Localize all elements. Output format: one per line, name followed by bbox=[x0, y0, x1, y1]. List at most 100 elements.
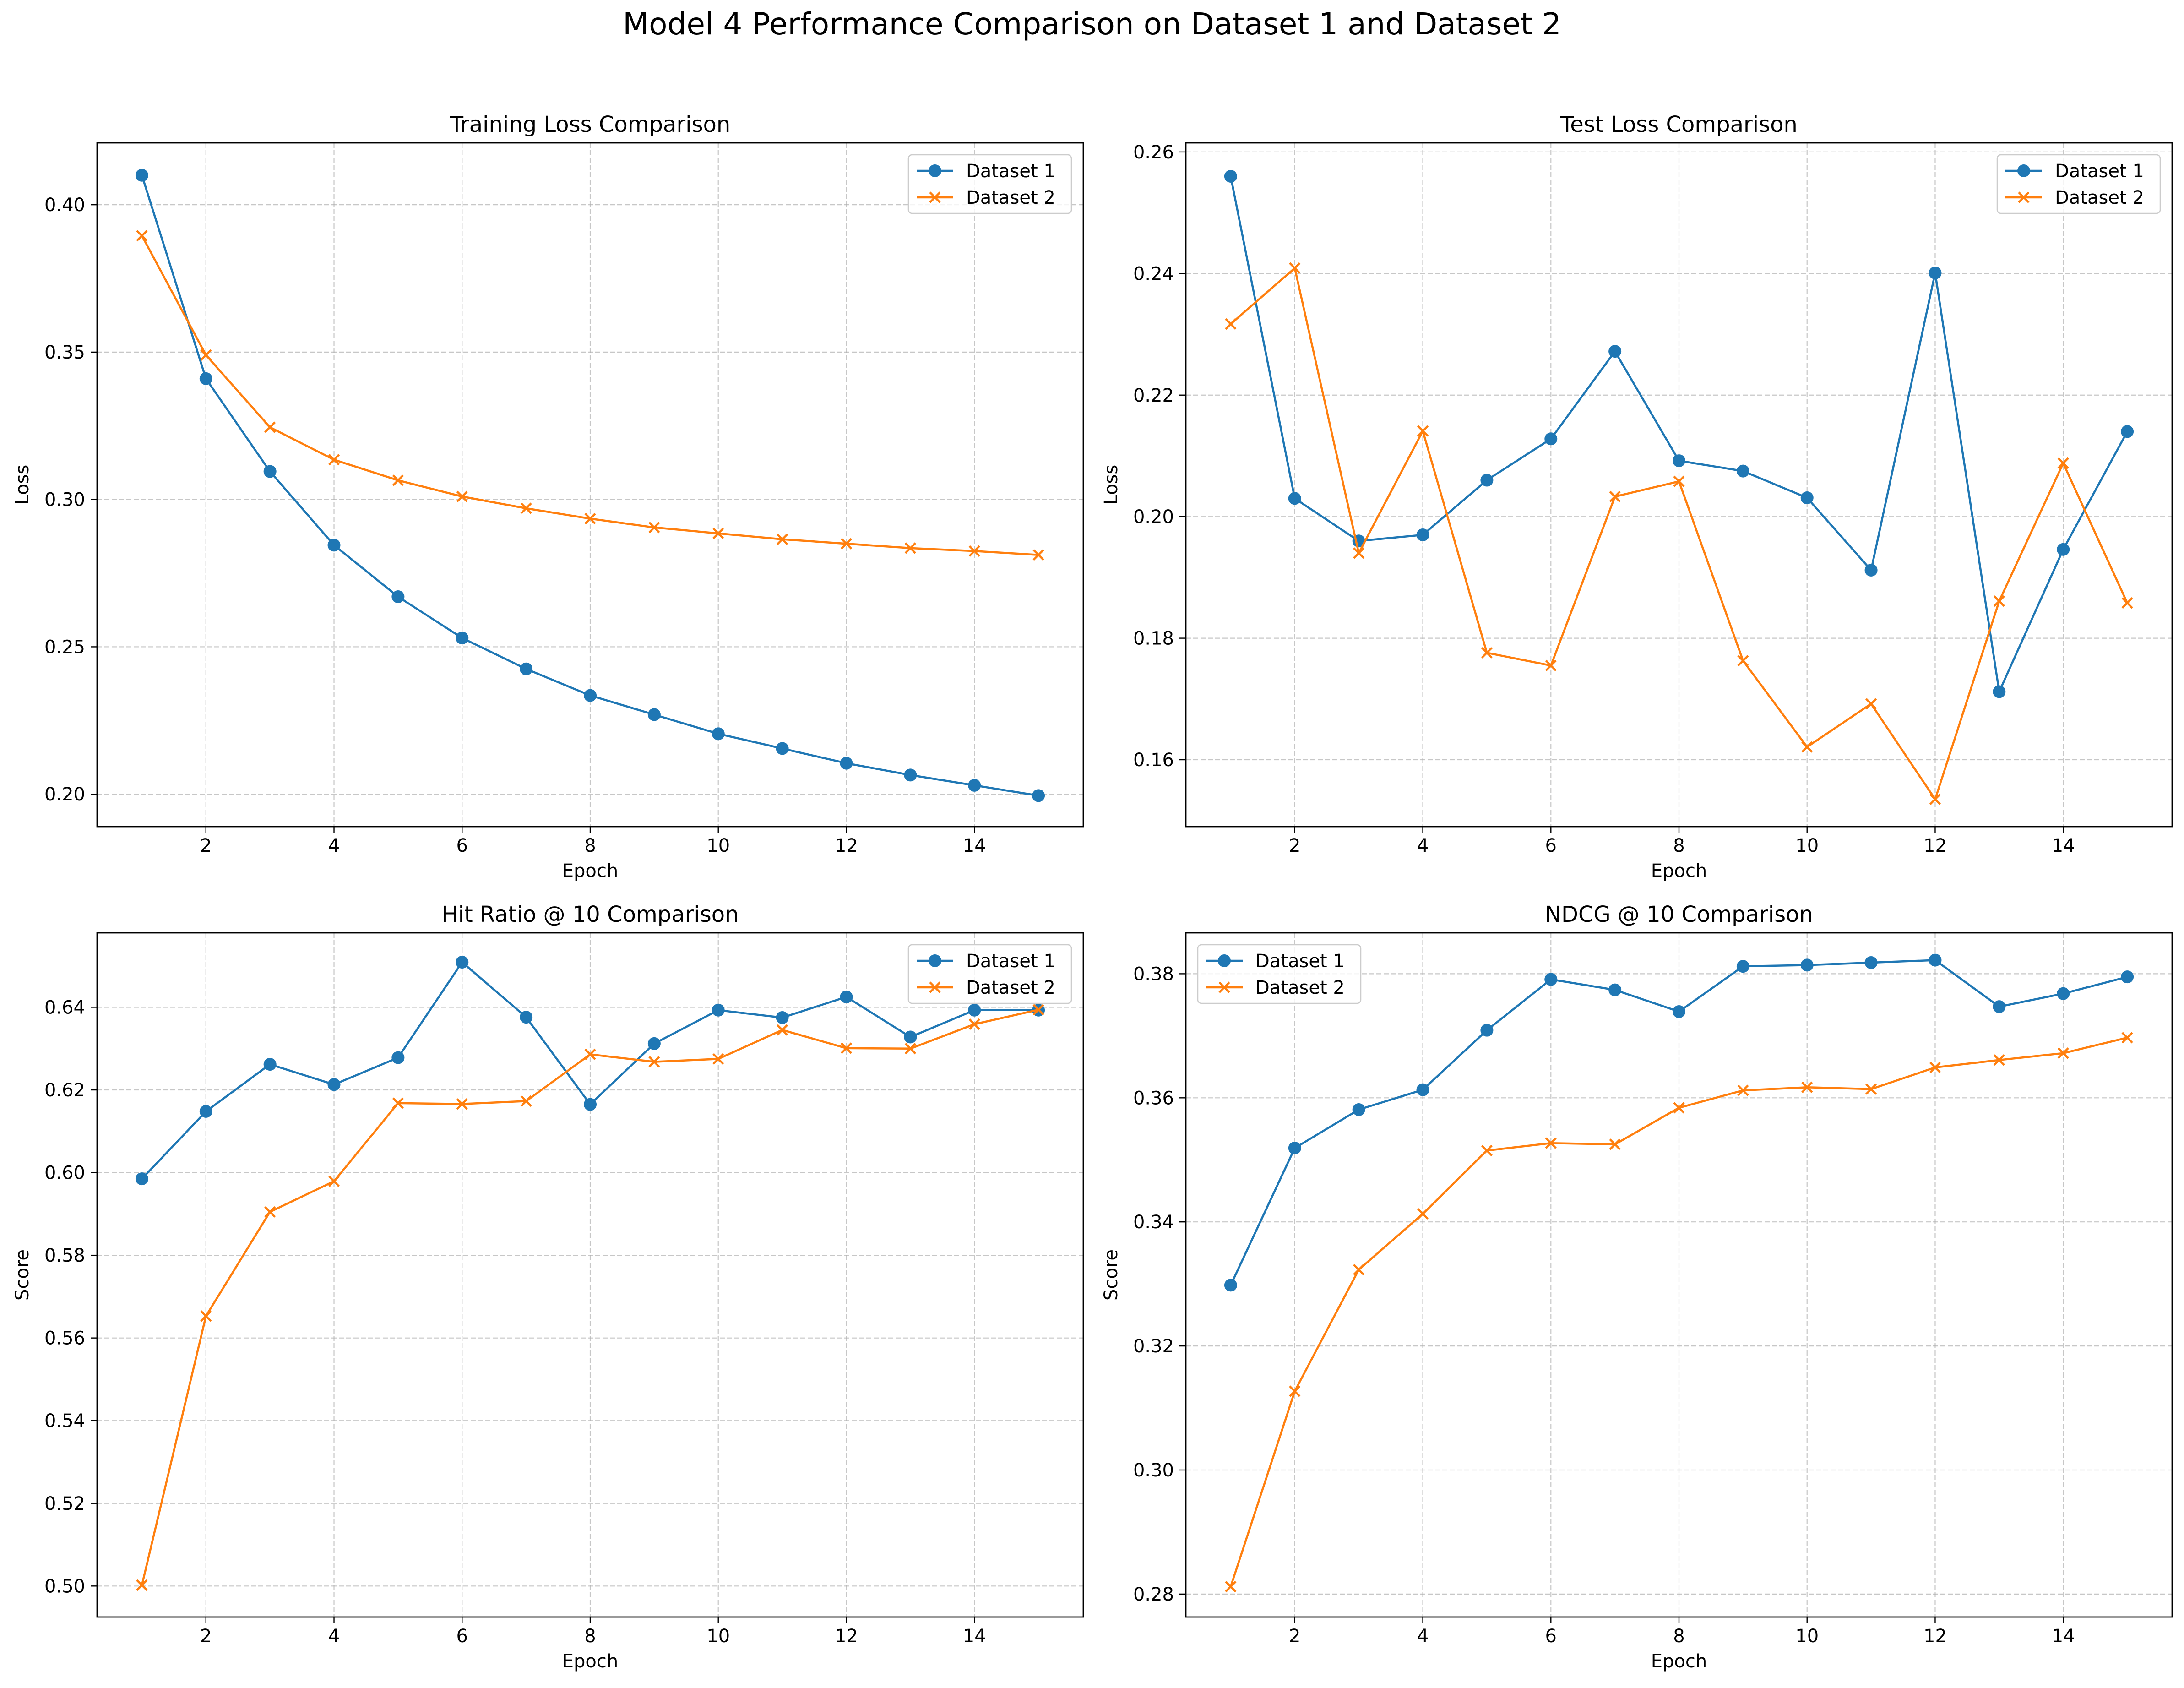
data-point bbox=[1288, 492, 1301, 505]
legend-marker bbox=[1218, 981, 1230, 993]
legend-marker bbox=[929, 164, 941, 177]
legend-entry: Dataset 2 bbox=[2005, 187, 2144, 208]
data-point bbox=[136, 230, 148, 242]
y-tick-label: 0.30 bbox=[1133, 1460, 1174, 1481]
data-point bbox=[1544, 973, 1558, 986]
legend: Dataset 1 Dataset 2 bbox=[907, 944, 1072, 1004]
x-tick-label: 6 bbox=[1545, 1626, 1557, 1647]
x-tick-label: 2 bbox=[1289, 835, 1300, 856]
data-point bbox=[520, 1095, 532, 1107]
legend-entry: Dataset 1 bbox=[2005, 161, 2144, 182]
data-point bbox=[1352, 1103, 1365, 1116]
legend-marker bbox=[1218, 954, 1231, 967]
data-point bbox=[712, 727, 725, 741]
data-point bbox=[2121, 970, 2134, 984]
data-point bbox=[777, 533, 788, 545]
legend-marker bbox=[2017, 164, 2030, 177]
data-point bbox=[1929, 1062, 1941, 1073]
data-point bbox=[520, 502, 532, 514]
data-point bbox=[1545, 1137, 1557, 1149]
data-point bbox=[584, 512, 596, 525]
y-tick-label: 0.28 bbox=[1133, 1584, 1174, 1605]
data-point bbox=[264, 1206, 276, 1218]
legend-marker bbox=[929, 191, 941, 203]
data-point bbox=[1225, 1581, 1237, 1593]
x-tick-label: 6 bbox=[1545, 835, 1557, 856]
x-tick-label: 8 bbox=[1673, 835, 1684, 856]
data-point bbox=[1417, 425, 1429, 437]
y-tick-label: 0.50 bbox=[44, 1576, 85, 1597]
data-point bbox=[135, 1172, 148, 1186]
data-point bbox=[2121, 1032, 2133, 1044]
series-dataset-2 bbox=[1225, 1032, 2133, 1593]
data-point bbox=[968, 545, 980, 557]
data-point bbox=[2057, 543, 2070, 556]
axes-frame bbox=[1185, 142, 2173, 828]
series-dataset-2 bbox=[1225, 262, 2133, 805]
axes-frame bbox=[96, 142, 1084, 828]
data-point bbox=[1545, 659, 1557, 671]
x-tick-label: 6 bbox=[456, 835, 468, 856]
data-point bbox=[1224, 1279, 1237, 1292]
y-tick-label: 0.24 bbox=[1133, 263, 1174, 284]
legend-label: Dataset 2 bbox=[2055, 187, 2144, 208]
legend-label: Dataset 2 bbox=[1255, 977, 1345, 998]
x-axis-label: Epoch bbox=[562, 1651, 618, 1672]
x-tick-label: 8 bbox=[584, 835, 596, 856]
data-point bbox=[456, 632, 469, 645]
legend-label: Dataset 2 bbox=[966, 187, 1055, 208]
data-point bbox=[1993, 1054, 2005, 1066]
data-point bbox=[776, 1011, 789, 1024]
x-tick-label: 2 bbox=[200, 835, 212, 856]
data-point bbox=[1993, 1000, 2006, 1013]
y-tick-label: 0.34 bbox=[1133, 1212, 1174, 1233]
y-tick-label: 0.60 bbox=[44, 1163, 85, 1184]
legend-label: Dataset 1 bbox=[1255, 951, 1345, 972]
x-tick-label: 8 bbox=[1673, 1626, 1684, 1647]
y-tick-label: 0.54 bbox=[44, 1410, 85, 1432]
x-tick-label: 4 bbox=[1417, 835, 1429, 856]
legend-marker bbox=[929, 954, 941, 967]
y-tick-label: 0.20 bbox=[44, 784, 85, 805]
axes-frame bbox=[1185, 932, 2173, 1618]
data-point bbox=[1736, 960, 1749, 973]
data-point bbox=[1353, 1263, 1365, 1276]
data-point bbox=[327, 539, 341, 552]
y-tick-label: 0.30 bbox=[44, 490, 85, 511]
data-point bbox=[904, 542, 916, 554]
y-tick-label: 0.62 bbox=[44, 1080, 85, 1101]
data-point bbox=[1609, 490, 1621, 502]
data-point bbox=[584, 689, 597, 702]
x-tick-label: 14 bbox=[963, 835, 986, 856]
x-axis-label: Epoch bbox=[1651, 1651, 1707, 1672]
data-point bbox=[584, 1098, 597, 1111]
data-point bbox=[1737, 1084, 1749, 1096]
y-tick-label: 0.64 bbox=[44, 997, 85, 1018]
data-point bbox=[392, 474, 404, 486]
y-tick-label: 0.16 bbox=[1133, 750, 1174, 771]
data-point bbox=[456, 1098, 468, 1110]
data-point bbox=[391, 1051, 405, 1064]
x-tick-label: 2 bbox=[1289, 1626, 1300, 1647]
data-point bbox=[1929, 793, 1941, 805]
data-point bbox=[904, 1030, 917, 1044]
data-point bbox=[1289, 262, 1301, 274]
x-tick-label: 8 bbox=[584, 1626, 596, 1647]
data-point bbox=[1608, 983, 1622, 996]
data-point bbox=[712, 1053, 724, 1065]
subplot-grid: 2 4 6 8 10 12 14 0.20 0.25 0.30 0.35 0.40 Epoch Loss T… bbox=[12, 112, 2173, 1672]
y-tick-label: 0.22 bbox=[1133, 385, 1174, 406]
data-point bbox=[2121, 597, 2133, 609]
data-point bbox=[1929, 953, 1942, 967]
data-point bbox=[456, 490, 468, 502]
data-point bbox=[391, 590, 405, 604]
legend-box bbox=[1996, 154, 2161, 214]
data-point bbox=[2121, 425, 2134, 438]
data-point bbox=[1993, 685, 2006, 698]
y-axis-label: Loss bbox=[12, 465, 33, 505]
legend-entry: Dataset 2 bbox=[917, 977, 1055, 998]
y-tick-label: 0.32 bbox=[1133, 1336, 1174, 1357]
x-tick-label: 6 bbox=[456, 1626, 468, 1647]
subplot-title: Training Loss Comparison bbox=[450, 112, 731, 137]
